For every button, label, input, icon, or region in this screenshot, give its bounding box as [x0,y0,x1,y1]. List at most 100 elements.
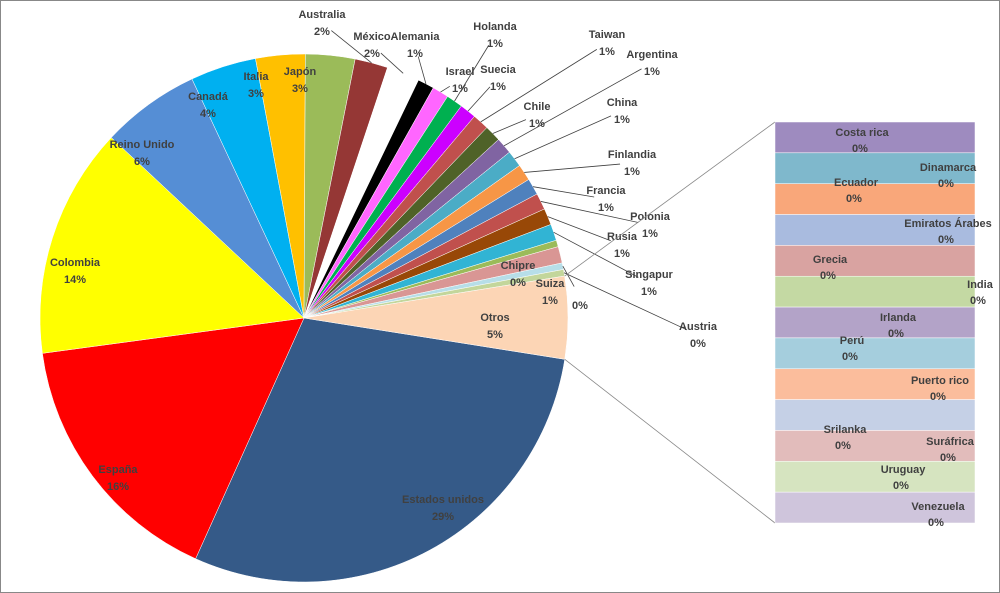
slice-label: Japón [284,66,317,78]
slice-label: Canadá [188,91,229,103]
segment-value-label: 0% [846,193,862,205]
segment-label: Emiratos Árabes [904,217,991,230]
slice-label: Australia [298,9,346,21]
segment-value-label: 0% [938,178,954,190]
leader-line [563,272,688,331]
segment-label: India [967,279,994,291]
slice-value-label: 1% [642,228,658,240]
slice-value-label: 1% [641,286,657,298]
slice-label: Argentina [626,49,678,61]
slice-label: Chile [524,101,551,113]
slice-value-label: 1% [487,38,503,50]
connector-line [564,121,776,277]
slice-label: Rusia [607,231,638,243]
segment-value-label: 0% [820,270,836,282]
bar-segment [774,121,976,154]
slice-value-label: 5% [487,329,503,341]
slice-label: China [607,97,638,109]
slice-label: Taiwan [589,29,626,41]
leader-line [532,186,595,198]
bar-segment [774,461,976,493]
slice-value-label: 0% [572,300,588,312]
slice-label: Singapur [625,269,673,281]
leader-line [547,216,611,242]
segment-label: Irlanda [880,312,917,324]
segment-value-label: 0% [893,480,909,492]
leader-line [524,163,621,173]
slice-value-label: 1% [452,83,468,95]
bar-segment [774,214,976,246]
slice-value-label: 2% [314,26,330,38]
slice-value-label: 1% [599,46,615,58]
pie-slice [42,317,305,560]
slice-value-label: 1% [624,166,640,178]
slice-value-label: 1% [529,118,545,130]
segment-label: Costa rica [835,127,889,139]
leader-line [492,119,527,134]
segment-label: Ecuador [834,177,879,189]
segment-value-label: 0% [835,440,851,452]
slice-label: México [353,31,391,43]
segment-value-label: 0% [852,143,868,155]
segment-label: Srilanka [824,424,868,436]
segment-label: Venezuela [911,501,965,513]
slice-label: España [98,464,138,476]
segment-value-label: 0% [928,517,944,529]
slice-label: Reino Unido [110,139,175,151]
slice-value-label: 0% [510,277,526,289]
segment-value-label: 0% [940,452,956,464]
slice-label: Otros [480,312,509,324]
slice-value-label: 2% [364,48,380,60]
bar-segment [774,491,976,524]
leader-line [514,115,612,160]
segment-label: Dinamarca [920,162,977,174]
leader-line [331,30,372,64]
slice-label: Holanda [473,21,517,33]
slice-value-label: 1% [614,248,630,260]
slice-value-label: 1% [614,114,630,126]
slice-label: Israel [446,66,475,78]
segment-label: Uruguay [881,464,927,476]
segment-label: Puerto rico [911,375,969,387]
slice-value-label: 3% [248,88,264,100]
segment-value-label: 0% [930,391,946,403]
leader-line [467,86,491,112]
bar-segment [774,337,976,370]
slice-value-label: 1% [644,66,660,78]
bar-segment [774,245,976,277]
slice-value-label: 16% [107,481,129,493]
leader-line [553,231,639,278]
leader-line [503,68,642,147]
slice-label: Suiza [536,278,566,290]
pie-slice [39,137,305,354]
segment-label: Grecia [813,254,848,266]
pie-slice [195,317,566,583]
slice-label: Colombia [50,257,101,269]
slice-label: Suecia [480,64,516,76]
slice-label: Estados unidos [402,494,484,506]
leader-line [380,52,404,74]
segment-value-label: 0% [842,351,858,363]
segment-value-label: 0% [888,328,904,340]
bar-segment [774,306,976,339]
segment-label: Suráfrica [926,436,975,448]
slice-value-label: 14% [64,274,86,286]
slice-label: Francia [586,185,626,197]
bar-segment [774,368,976,400]
leader-line [562,265,575,287]
bar-segment [774,399,976,431]
slice-value-label: 3% [292,83,308,95]
slice-value-label: 29% [432,511,454,523]
slice-label: Chipre [501,260,536,272]
slice-value-label: 0% [690,338,706,350]
leader-line [417,56,427,84]
leader-line [480,49,598,123]
bar-segment [774,275,976,308]
segment-value-label: 0% [938,234,954,246]
leader-line [440,85,450,93]
slice-label: Polonia [630,211,671,223]
segment-value-label: 0% [970,295,986,307]
bar-segment [774,152,976,184]
slice-label: Finlandia [608,149,657,161]
connector-line [564,358,776,524]
